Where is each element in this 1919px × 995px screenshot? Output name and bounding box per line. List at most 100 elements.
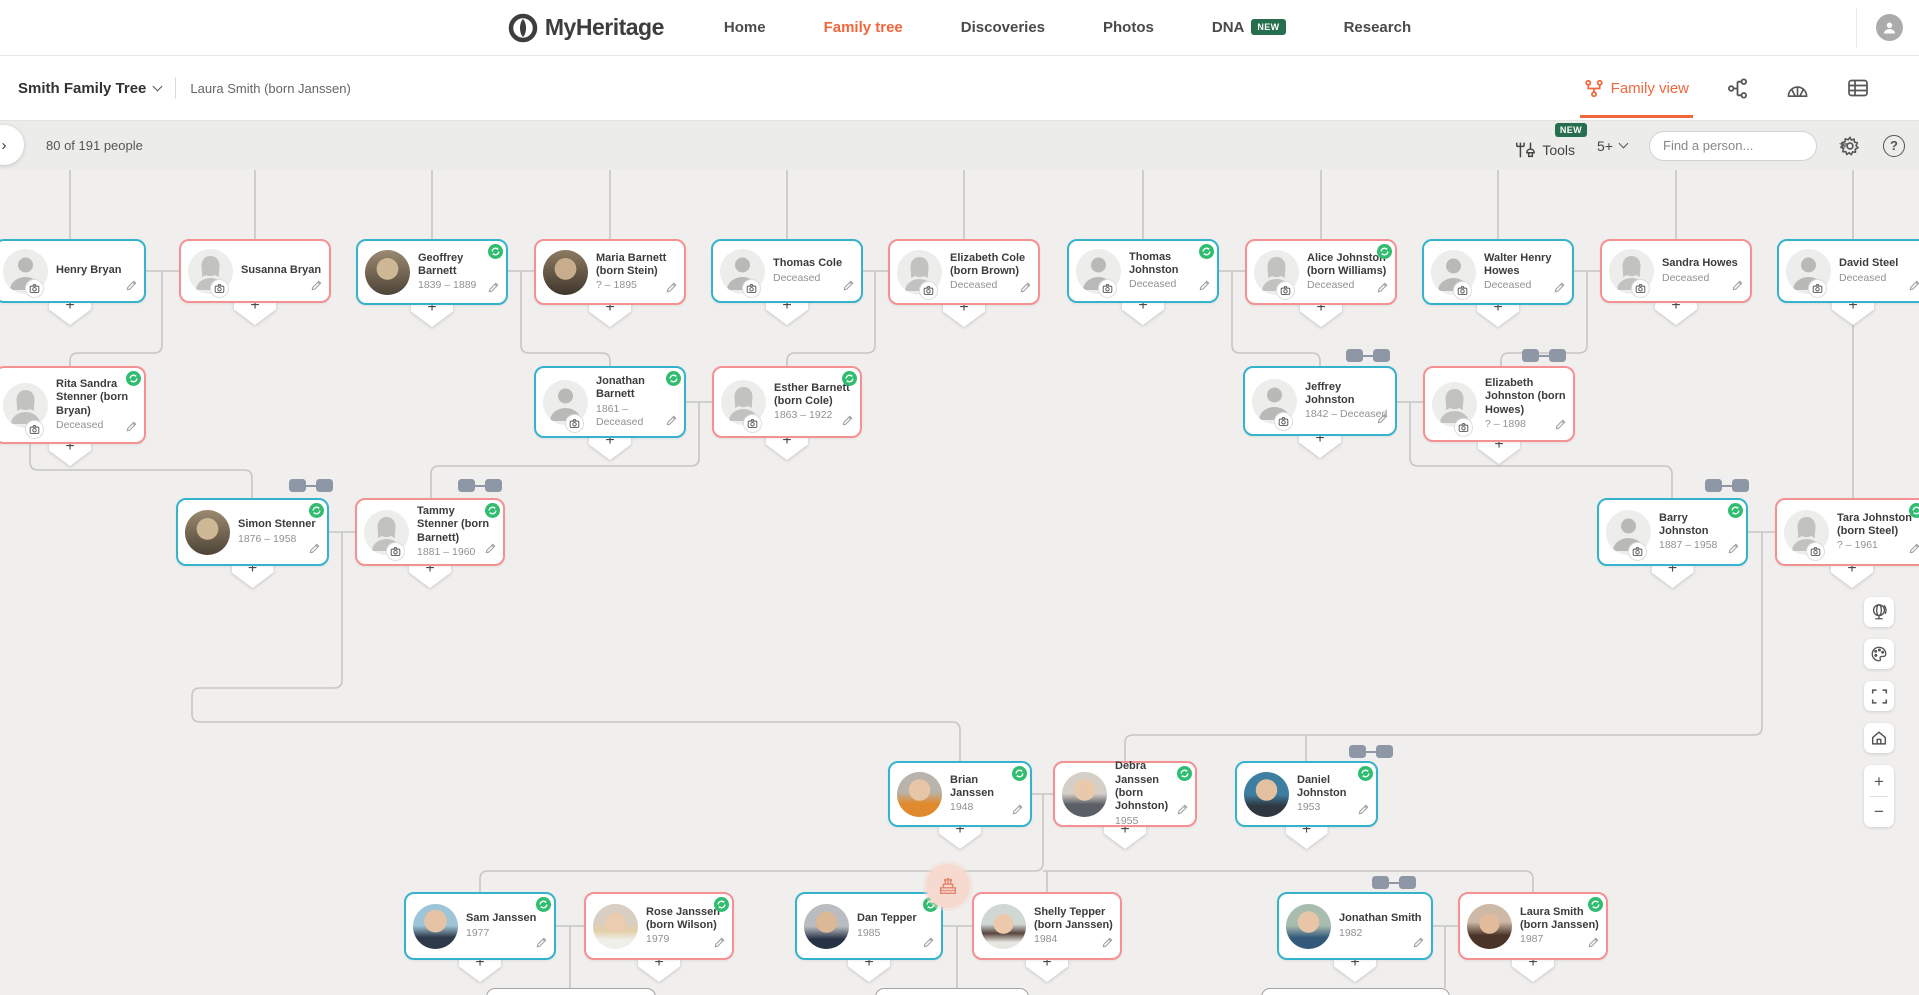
person-card[interactable]: Maria Barnett (born Stein) ? – 1895 [534, 239, 686, 305]
person-card[interactable]: Sam Janssen 1977 [404, 892, 556, 960]
person-card[interactable]: Laura Smith (born Janssen) 1987 [1458, 892, 1608, 960]
generations-dropdown[interactable]: 5+ [1597, 138, 1629, 154]
collapsed-couple-marker[interactable] [1522, 349, 1566, 362]
edit-pencil-icon[interactable] [713, 936, 726, 954]
edit-pencil-icon[interactable] [1011, 803, 1024, 821]
nav-discoveries[interactable]: Discoveries [960, 19, 1046, 36]
add-photo-camera-icon[interactable] [920, 282, 937, 299]
tools-menu-button[interactable]: Tools NEW [1514, 122, 1588, 160]
edit-pencil-icon[interactable] [308, 542, 321, 560]
edit-pencil-icon[interactable] [1553, 281, 1566, 299]
family-tree-canvas[interactable]: Henry Bryan + Susanna Bryan + Geoffrey Barne… [0, 170, 1919, 995]
find-person-search[interactable] [1649, 130, 1849, 161]
search-dropdown-caret-icon[interactable] [1839, 142, 1849, 149]
person-card[interactable]: Alice Johnston (born Williams) Deceased [1245, 239, 1397, 305]
person-card[interactable]: Thomas Johnston Deceased [1067, 239, 1219, 303]
add-photo-camera-icon[interactable] [1629, 543, 1646, 560]
person-card[interactable]: Dan Tepper 1985 [795, 892, 943, 960]
add-photo-camera-icon[interactable] [26, 280, 43, 297]
edit-pencil-icon[interactable] [1101, 936, 1114, 954]
collapsed-couple-marker[interactable] [1705, 479, 1749, 492]
person-card[interactable]: Walter Henry Howes Deceased [1422, 239, 1574, 305]
person-card[interactable]: Daniel Johnston 1953 [1235, 761, 1378, 827]
nav-dna[interactable]: DNA NEW [1212, 19, 1286, 36]
edit-pencil-icon[interactable] [1908, 279, 1919, 297]
person-card[interactable]: Geoffrey Barnett 1839 – 1889 [356, 239, 508, 305]
edit-pencil-icon[interactable] [1731, 279, 1744, 297]
add-photo-camera-icon[interactable] [1275, 413, 1292, 430]
person-card[interactable]: Debra Janssen (born Johnston) 1955 [1053, 760, 1197, 827]
edit-pencil-icon[interactable] [1376, 281, 1389, 299]
person-card[interactable]: Susanna Bryan [179, 239, 331, 303]
person-card[interactable]: Henry Bryan [0, 239, 146, 303]
home-view-button[interactable] [1864, 723, 1894, 753]
add-photo-camera-icon[interactable] [1809, 280, 1826, 297]
nav-home[interactable]: Home [723, 19, 766, 36]
add-photo-camera-icon[interactable] [1807, 543, 1824, 560]
collapsed-couple-marker[interactable] [289, 479, 333, 492]
person-card[interactable]: Brian Janssen 1948 [888, 761, 1032, 827]
nav-research[interactable]: Research [1343, 19, 1412, 36]
person-card[interactable]: Elizabeth Cole (born Brown) Deceased [888, 239, 1040, 305]
edit-pencil-icon[interactable] [535, 936, 548, 954]
edit-pencil-icon[interactable] [1908, 542, 1919, 560]
edit-pencil-icon[interactable] [1019, 281, 1032, 299]
find-person-input[interactable] [1663, 138, 1839, 153]
add-photo-camera-icon[interactable] [743, 280, 760, 297]
collapsed-couple-marker[interactable] [1372, 876, 1416, 889]
pedigree-view-button[interactable] [1727, 77, 1748, 99]
tree-name-dropdown[interactable]: Smith Family Tree [18, 80, 163, 97]
edit-pencil-icon[interactable] [484, 542, 497, 560]
fullscreen-button[interactable] [1864, 681, 1894, 711]
person-card[interactable]: Rose Janssen (born Wilson) 1979 [584, 892, 734, 960]
edit-pencil-icon[interactable] [1198, 279, 1211, 297]
edit-pencil-icon[interactable] [1176, 803, 1189, 821]
person-card[interactable]: Tara Johnston (born Steel) ? – 1961 [1775, 498, 1919, 566]
edit-pencil-icon[interactable] [665, 281, 678, 299]
person-card[interactable]: Jonathan Smith 1982 [1277, 892, 1433, 960]
family-view-tab[interactable]: Family view [1579, 79, 1693, 118]
person-card[interactable]: Barry Johnston 1887 – 1958 [1597, 498, 1748, 566]
edit-pencil-icon[interactable] [1412, 936, 1425, 954]
theme-palette-button[interactable] [1864, 639, 1894, 669]
nav-photos[interactable]: Photos [1103, 19, 1154, 36]
person-card[interactable]: Esther Barnett (born Cole) 1863 – 1922 [712, 366, 862, 438]
person-card[interactable]: Thomas Cole Deceased [711, 239, 863, 303]
add-photo-camera-icon[interactable] [26, 421, 43, 438]
add-photo-camera-icon[interactable] [1455, 419, 1472, 436]
add-photo-camera-icon[interactable] [1454, 282, 1471, 299]
collapsed-couple-marker[interactable] [458, 479, 502, 492]
edit-pencil-icon[interactable] [1554, 418, 1567, 436]
edit-pencil-icon[interactable] [487, 281, 500, 299]
fan-view-button[interactable] [1786, 78, 1809, 99]
help-button[interactable]: ? [1883, 134, 1905, 157]
person-card[interactable]: Tammy Stenner (born Barnett) 1881 – 1960 [355, 498, 505, 566]
edit-pencil-icon[interactable] [1357, 803, 1370, 821]
edit-pencil-icon[interactable] [841, 414, 854, 432]
person-card[interactable]: Rita Sandra Stenner (born Bryan) Deceased [0, 366, 146, 444]
add-photo-camera-icon[interactable] [566, 415, 583, 432]
collapsed-couple-marker[interactable] [1346, 349, 1390, 362]
nav-family-tree[interactable]: Family tree [823, 19, 903, 36]
person-card[interactable]: Jonathan Barnett 1861 – Deceased [534, 366, 686, 438]
add-photo-camera-icon[interactable] [1099, 280, 1116, 297]
edit-pencil-icon[interactable] [1376, 412, 1389, 430]
globe-view-button[interactable] [1864, 597, 1894, 627]
edit-pencil-icon[interactable] [125, 420, 138, 438]
account-button[interactable] [1876, 14, 1903, 41]
myheritage-logo[interactable]: MyHeritage [508, 13, 664, 43]
edit-pencil-icon[interactable] [665, 414, 678, 432]
edit-pencil-icon[interactable] [922, 936, 935, 954]
person-card[interactable]: Shelly Tepper (born Janssen) 1984 [972, 892, 1122, 960]
add-photo-camera-icon[interactable] [744, 415, 761, 432]
anniversary-cake-event-icon[interactable] [926, 864, 970, 908]
add-photo-camera-icon[interactable] [387, 543, 404, 560]
person-card[interactable]: Elizabeth Johnston (born Howes) ? – 1898 [1423, 366, 1575, 442]
edit-pencil-icon[interactable] [125, 279, 138, 297]
person-card[interactable]: Simon Stenner 1876 – 1958 [176, 498, 329, 566]
zoom-out-button[interactable]: − [1874, 801, 1884, 821]
person-card[interactable]: David Steel Deceased [1777, 239, 1919, 303]
edit-pencil-icon[interactable] [842, 279, 855, 297]
collapsed-couple-marker[interactable] [1349, 745, 1393, 758]
person-card[interactable]: Sandra Howes Deceased [1600, 239, 1752, 303]
